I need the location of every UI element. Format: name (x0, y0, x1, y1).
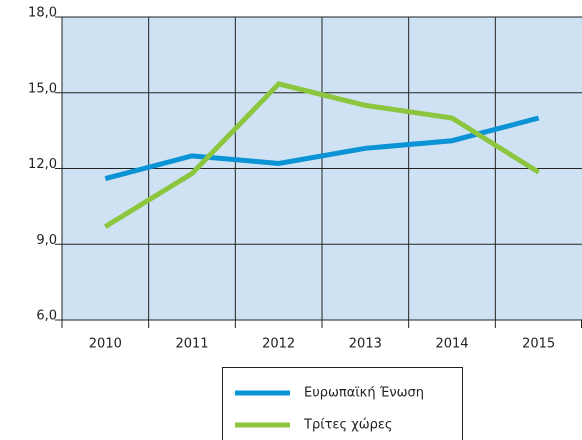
y-tick-label: 9,0 (36, 233, 57, 248)
legend-label: Τρίτες χώρες (303, 418, 393, 433)
x-tick-label: 2013 (349, 337, 382, 352)
line-series (104, 81, 540, 229)
legend-box (222, 367, 463, 440)
x-tick-label: 2015 (522, 337, 555, 352)
x-tick-label: 2012 (262, 337, 295, 352)
y-tick-label: 6,0 (36, 309, 57, 324)
y-tick-label: 12,0 (28, 157, 57, 172)
x-tick-label: 2011 (175, 337, 208, 352)
x-tick-label: 2014 (435, 337, 468, 352)
line-series (104, 115, 540, 182)
legend-label: Ευρωπαϊκή Ένωση (304, 386, 424, 401)
x-tick-label: 2010 (89, 337, 122, 352)
y-tick-label: 18,0 (28, 6, 57, 21)
y-tick-label: 15,0 (28, 81, 57, 96)
